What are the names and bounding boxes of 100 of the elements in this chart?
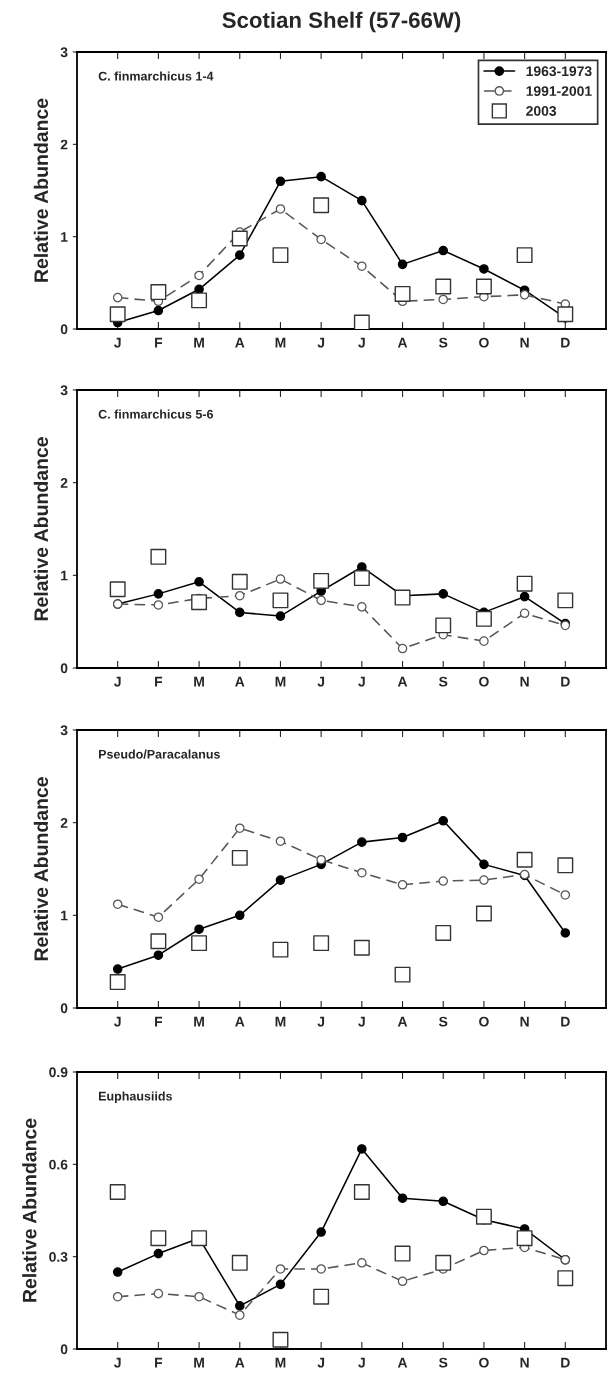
point [275, 204, 286, 214]
point [397, 879, 408, 890]
x-tick-label: A [397, 337, 408, 348]
x-tick-label: M [194, 1357, 204, 1368]
x-tick-label: A [235, 1016, 245, 1027]
point [191, 1230, 208, 1247]
point [150, 1230, 167, 1247]
point [234, 910, 245, 921]
point [153, 950, 164, 960]
point [438, 294, 449, 305]
point [516, 851, 533, 868]
x-tick-label: A [235, 337, 245, 348]
point [357, 1144, 367, 1154]
point [479, 1245, 489, 1256]
legend-label: 1991-2001 [526, 86, 592, 96]
point [557, 857, 574, 874]
point [109, 581, 126, 598]
point [112, 899, 123, 910]
x-tick-label: J [358, 1016, 365, 1027]
point [475, 1208, 492, 1225]
point [234, 590, 245, 601]
x-tick-label: F [155, 1016, 163, 1027]
point [153, 912, 164, 922]
x-tick-label: J [114, 1016, 121, 1027]
x-tick-label: M [275, 337, 286, 348]
y-axis-title: Relative Abundance [33, 437, 49, 621]
point [394, 285, 411, 302]
point [316, 595, 326, 606]
x-tick-label: D [561, 1016, 570, 1027]
y-tick-label: 3 [60, 47, 68, 58]
x-tick-label: O [479, 337, 489, 348]
point [316, 171, 326, 182]
point [397, 643, 408, 654]
y-tick-label: 2 [60, 818, 68, 828]
point [234, 823, 245, 834]
x-tick-label: J [317, 1357, 325, 1368]
point [153, 600, 164, 610]
point [397, 259, 408, 270]
x-tick-label: S [439, 676, 448, 687]
y-tick-label: 1 [61, 910, 68, 921]
x-tick-label: J [358, 1357, 365, 1368]
point [560, 928, 571, 938]
y-tick-label: 2 [60, 139, 68, 150]
point [557, 306, 574, 323]
point [150, 548, 167, 565]
point [275, 1279, 286, 1290]
point [316, 854, 326, 865]
point [435, 617, 452, 634]
point [357, 867, 367, 878]
legend-label: 2003 [526, 106, 557, 116]
point [435, 278, 452, 295]
annotation: Euphausiids [99, 1091, 172, 1104]
x-tick-label: N [520, 337, 529, 348]
point [397, 832, 408, 843]
point [231, 230, 248, 247]
point [438, 1196, 449, 1207]
y-tick-label: 3 [60, 725, 68, 736]
point [234, 250, 245, 260]
point [357, 562, 367, 572]
point [231, 573, 248, 590]
y-tick-label: 0 [60, 1003, 68, 1014]
point [272, 1331, 289, 1348]
y-tick-label: 0.9 [49, 1067, 68, 1078]
point [194, 874, 204, 884]
point [194, 924, 204, 935]
x-tick-label: S [439, 337, 448, 348]
point [557, 592, 574, 609]
x-tick-label: F [155, 337, 163, 348]
point [153, 1288, 164, 1299]
x-tick-label: A [397, 676, 408, 687]
point [194, 1291, 204, 1302]
point [435, 1254, 452, 1271]
x-tick-label: J [317, 676, 325, 687]
point [519, 608, 530, 619]
point [479, 875, 489, 885]
point [153, 1248, 164, 1259]
point [153, 305, 164, 316]
point [109, 306, 126, 323]
x-tick-label: M [275, 1357, 286, 1368]
point [357, 195, 367, 206]
point [479, 636, 489, 646]
x-tick-label: A [397, 1357, 408, 1368]
x-tick-label: N [520, 1016, 529, 1027]
point [475, 278, 492, 295]
point [479, 859, 489, 870]
legend-label: 1963-1973 [526, 66, 592, 77]
x-tick-label: F [155, 676, 163, 687]
y-axis-title: Relative Abundance [22, 1118, 37, 1302]
point [519, 290, 530, 300]
point [316, 234, 326, 245]
point [316, 1264, 326, 1274]
point [357, 602, 367, 612]
x-tick-label: J [317, 1016, 325, 1027]
annotation: C. finmarchicus 1-4 [98, 71, 214, 81]
x-tick-label: D [561, 676, 570, 687]
x-tick-label: O [479, 1357, 489, 1368]
point [191, 292, 208, 309]
point [112, 964, 123, 974]
point [519, 591, 530, 602]
point [397, 1276, 408, 1287]
